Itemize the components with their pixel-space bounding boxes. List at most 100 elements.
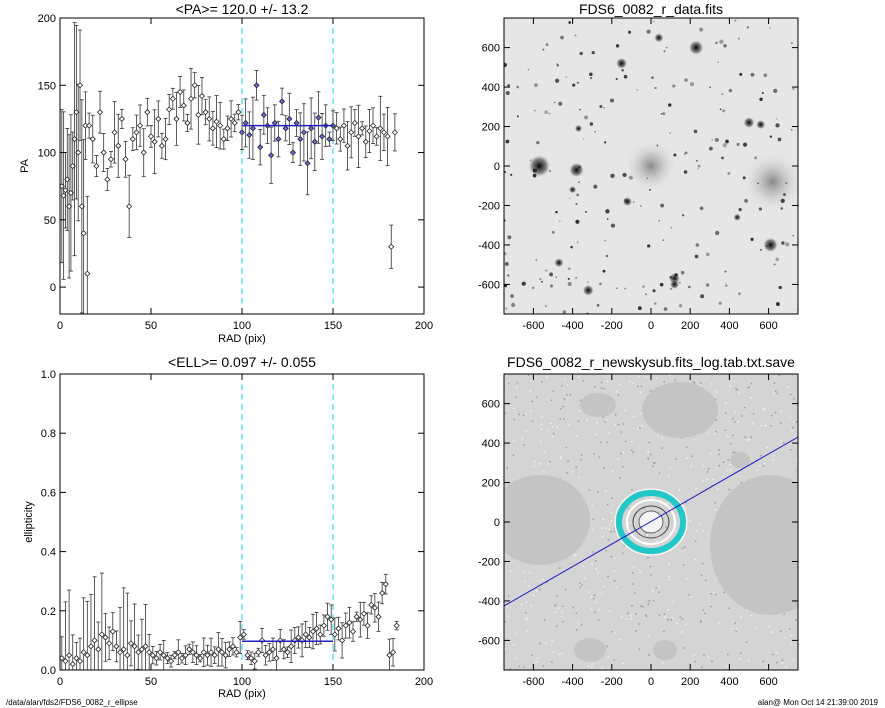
data-point	[351, 119, 358, 127]
noise-pixel	[645, 615, 648, 618]
noise-pixel	[651, 496, 654, 499]
data-image-title: FDS6_0082_r_data.fits	[579, 1, 723, 17]
y-tick-label: 0.6	[41, 487, 56, 499]
noise-pixel	[569, 394, 572, 396]
noise-pixel	[507, 615, 509, 617]
data-point	[191, 82, 198, 89]
noise-pixel	[622, 662, 624, 665]
data-point	[178, 655, 186, 662]
noise-pixel	[711, 660, 713, 663]
noise-pixel	[595, 433, 598, 436]
data-point	[186, 646, 193, 653]
noise-pixel	[656, 531, 658, 534]
star	[669, 276, 672, 279]
star	[579, 51, 583, 56]
noise-pixel	[703, 654, 705, 656]
noise-pixel	[606, 380, 609, 383]
star	[721, 93, 724, 96]
noise-pixel	[523, 666, 525, 668]
star	[734, 19, 737, 22]
noise-pixel	[541, 381, 543, 383]
noise-pixel	[715, 419, 718, 421]
noise-pixel	[535, 396, 538, 398]
noise-pixel	[508, 595, 510, 597]
noise-pixel	[666, 503, 668, 505]
noise-pixel	[746, 609, 749, 612]
star	[555, 78, 560, 83]
star	[725, 282, 727, 284]
data-point	[137, 122, 144, 129]
star	[532, 286, 535, 289]
noise-pixel	[689, 520, 691, 522]
data-point	[319, 133, 326, 140]
data-point	[284, 649, 291, 656]
noise-pixel	[692, 381, 695, 383]
data-point	[98, 631, 105, 638]
star	[775, 123, 780, 128]
noise-pixel	[714, 501, 716, 504]
star	[663, 307, 668, 311]
data-point	[326, 136, 333, 143]
data-point	[100, 149, 107, 156]
x-tick-label: 400	[720, 676, 738, 688]
star	[556, 64, 559, 67]
noise-pixel	[606, 441, 609, 444]
noise-pixel	[576, 434, 578, 437]
noise-pixel	[555, 611, 557, 613]
y-tick-label: 0.0	[41, 665, 56, 677]
star	[647, 244, 651, 248]
noise-pixel	[736, 628, 738, 630]
star	[694, 254, 699, 259]
footer-timestamp: alan@ Mon Oct 14 21:39:00 2019	[758, 698, 879, 707]
data-point	[166, 106, 173, 113]
noise-pixel	[579, 399, 582, 401]
data-point	[133, 129, 140, 136]
data-point	[207, 649, 215, 656]
star	[679, 282, 681, 284]
star	[585, 210, 588, 213]
data-point	[173, 115, 180, 122]
noise-pixel	[574, 554, 577, 557]
noise-pixel	[613, 530, 615, 533]
data-point	[80, 230, 87, 237]
noise-pixel	[591, 528, 594, 531]
star	[545, 43, 549, 47]
noise-pixel	[637, 428, 639, 430]
noise-pixel	[700, 621, 702, 623]
noise-pixel	[693, 654, 695, 656]
noise-pixel	[603, 585, 606, 588]
noise-pixel	[627, 612, 629, 614]
noise-pixel	[695, 487, 697, 490]
data-point	[242, 119, 249, 127]
star	[755, 119, 766, 130]
noise-pixel	[559, 418, 562, 420]
star	[642, 285, 645, 288]
noise-pixel	[591, 504, 593, 507]
star	[603, 107, 605, 109]
star	[765, 245, 768, 248]
noise-pixel	[729, 385, 731, 387]
noise-pixel	[560, 408, 562, 410]
noise-pixel	[653, 462, 655, 464]
noise-pixel	[631, 440, 633, 443]
y-tick-label: -400	[478, 240, 500, 252]
noise-pixel	[516, 386, 518, 388]
noise-pixel	[512, 644, 515, 646]
star	[533, 109, 536, 112]
star	[578, 165, 581, 169]
noise-pixel	[649, 390, 652, 392]
noise-pixel	[510, 570, 512, 572]
noise-pixel	[693, 438, 696, 441]
ell-x-axis-label: RAD (pix)	[218, 688, 266, 700]
data-point	[218, 649, 226, 656]
data-point	[135, 649, 142, 656]
noise-pixel	[515, 396, 517, 399]
noise-pixel	[560, 456, 562, 458]
star	[622, 196, 633, 207]
data-point	[213, 118, 220, 125]
noise-pixel	[788, 627, 791, 630]
data-point	[257, 144, 264, 151]
star	[534, 83, 538, 87]
star	[599, 104, 603, 108]
star	[575, 276, 578, 279]
